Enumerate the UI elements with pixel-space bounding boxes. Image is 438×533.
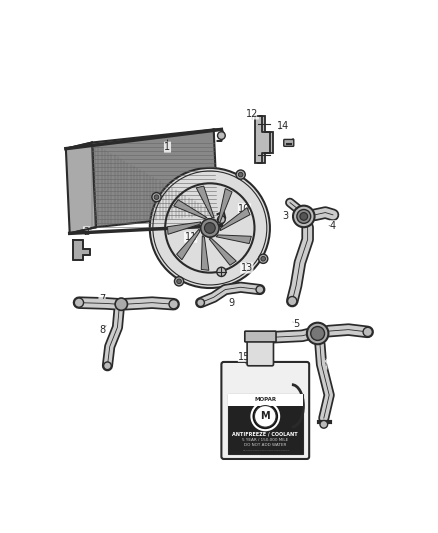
Text: 5 YEAR / 150,000 MILE: 5 YEAR / 150,000 MILE — [242, 438, 288, 442]
Text: 5: 5 — [293, 319, 299, 329]
Circle shape — [311, 327, 325, 341]
Polygon shape — [73, 239, 91, 260]
Text: 10: 10 — [238, 204, 251, 214]
FancyBboxPatch shape — [284, 140, 294, 147]
Circle shape — [218, 216, 225, 223]
Polygon shape — [174, 200, 207, 219]
Text: 14: 14 — [277, 120, 289, 131]
Circle shape — [201, 219, 219, 237]
Text: ANTIFREEZE / COOLANT: ANTIFREEZE / COOLANT — [233, 431, 298, 436]
Circle shape — [169, 300, 178, 309]
Text: 3: 3 — [282, 212, 288, 221]
Circle shape — [205, 223, 215, 233]
Circle shape — [258, 254, 268, 263]
Circle shape — [103, 362, 111, 370]
Text: 7: 7 — [99, 294, 105, 304]
Text: ___________________________: ___________________________ — [242, 447, 289, 451]
Polygon shape — [254, 116, 273, 163]
Text: 6: 6 — [321, 359, 327, 369]
Circle shape — [150, 168, 270, 288]
Text: 2: 2 — [84, 227, 90, 237]
FancyBboxPatch shape — [247, 338, 273, 366]
Text: 13: 13 — [240, 263, 253, 273]
Text: 12: 12 — [246, 109, 258, 119]
Circle shape — [254, 406, 276, 427]
Polygon shape — [201, 236, 209, 270]
Text: 11: 11 — [184, 232, 197, 242]
FancyBboxPatch shape — [221, 362, 309, 459]
Circle shape — [174, 277, 184, 286]
Text: 15: 15 — [238, 352, 251, 361]
Polygon shape — [167, 222, 201, 235]
Circle shape — [177, 279, 181, 284]
Circle shape — [115, 298, 127, 310]
Circle shape — [288, 296, 297, 306]
Circle shape — [152, 192, 161, 202]
Circle shape — [218, 132, 225, 140]
Text: 1: 1 — [164, 142, 170, 152]
Circle shape — [251, 402, 279, 430]
Polygon shape — [220, 208, 250, 231]
Circle shape — [307, 322, 328, 344]
Circle shape — [238, 172, 243, 177]
Polygon shape — [177, 229, 200, 260]
Circle shape — [217, 267, 226, 277]
Bar — [228, 393, 303, 454]
Text: 4: 4 — [330, 221, 336, 231]
Text: 9: 9 — [228, 297, 234, 308]
Text: MOPAR: MOPAR — [254, 400, 276, 405]
Polygon shape — [196, 186, 214, 218]
Circle shape — [363, 327, 372, 336]
Circle shape — [297, 209, 311, 223]
Circle shape — [320, 421, 328, 428]
Polygon shape — [66, 142, 96, 233]
Polygon shape — [92, 130, 218, 227]
Polygon shape — [209, 239, 236, 265]
Text: 8: 8 — [99, 325, 105, 335]
Bar — [228, 393, 303, 406]
Text: M: M — [261, 411, 270, 422]
Circle shape — [261, 256, 265, 261]
Text: DO NOT ADD WATER: DO NOT ADD WATER — [244, 442, 286, 447]
Circle shape — [256, 286, 264, 294]
Polygon shape — [216, 235, 251, 244]
Circle shape — [197, 299, 205, 306]
Circle shape — [236, 170, 245, 179]
Polygon shape — [218, 189, 232, 223]
Circle shape — [293, 206, 314, 227]
Text: MOPAR: MOPAR — [254, 397, 276, 402]
Circle shape — [300, 213, 307, 220]
Circle shape — [154, 195, 159, 199]
FancyBboxPatch shape — [245, 331, 276, 342]
Circle shape — [74, 298, 84, 308]
